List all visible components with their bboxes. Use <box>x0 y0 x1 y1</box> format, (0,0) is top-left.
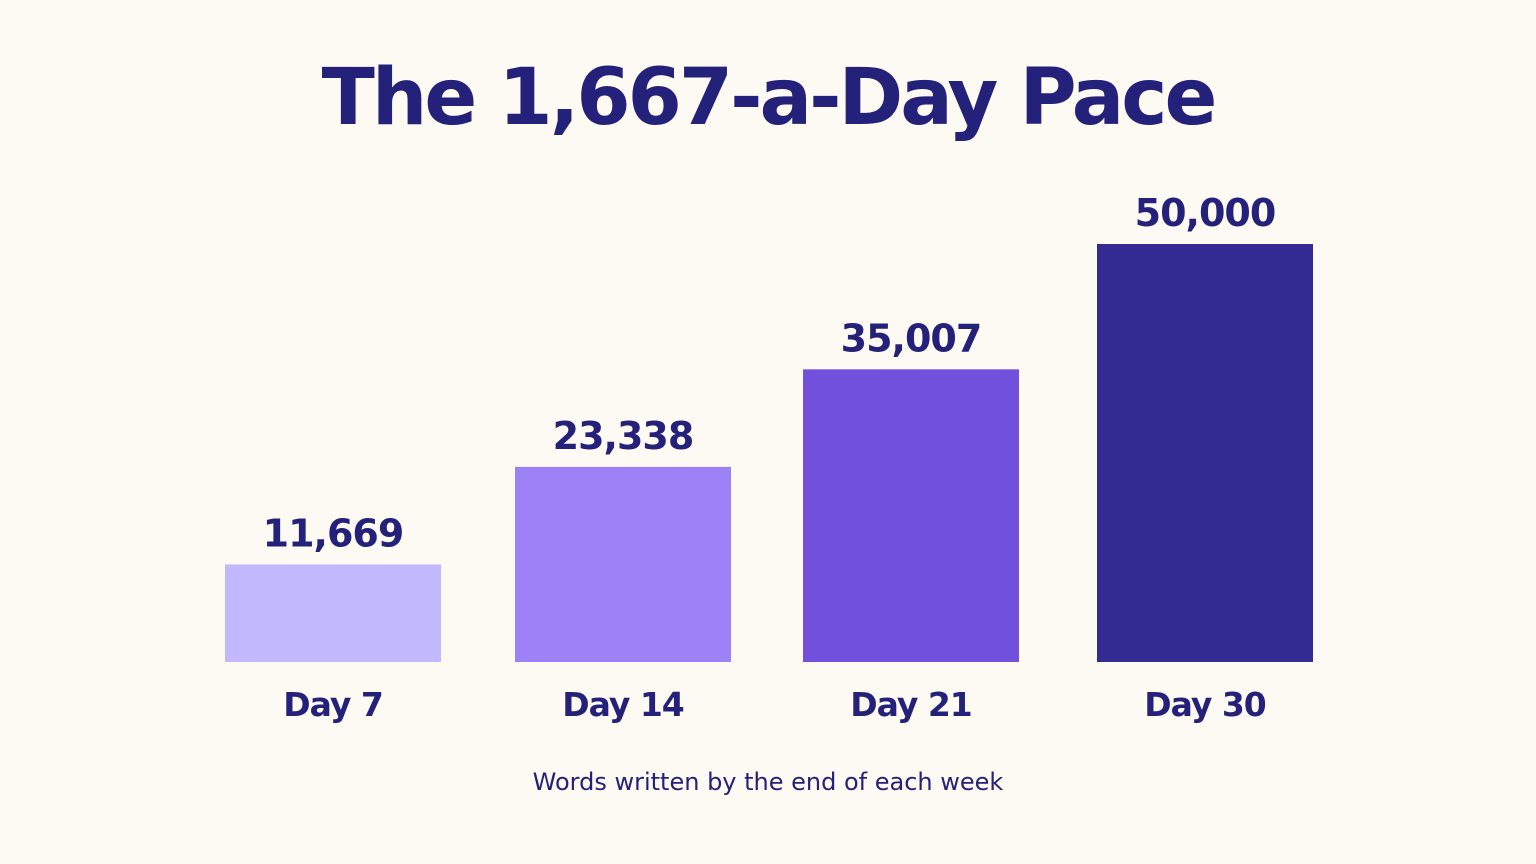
chart-title: The 1,667-a-Day Pace <box>321 53 1218 143</box>
category-label-3: Day 21 <box>850 685 972 724</box>
data-label-4: 50,000 <box>1135 191 1276 235</box>
bar-1 <box>225 564 441 662</box>
chart-caption: Words written by the end of each week <box>532 768 1004 796</box>
category-label-1: Day 7 <box>283 685 383 724</box>
category-label-2: Day 14 <box>562 685 684 724</box>
bar-2 <box>515 466 731 662</box>
bar-4 <box>1097 244 1313 662</box>
data-label-1: 11,669 <box>263 511 404 555</box>
data-label-3: 35,007 <box>841 316 982 360</box>
data-label-2: 23,338 <box>553 414 694 458</box>
bar-3 <box>803 369 1019 662</box>
category-label-4: Day 30 <box>1144 685 1266 724</box>
